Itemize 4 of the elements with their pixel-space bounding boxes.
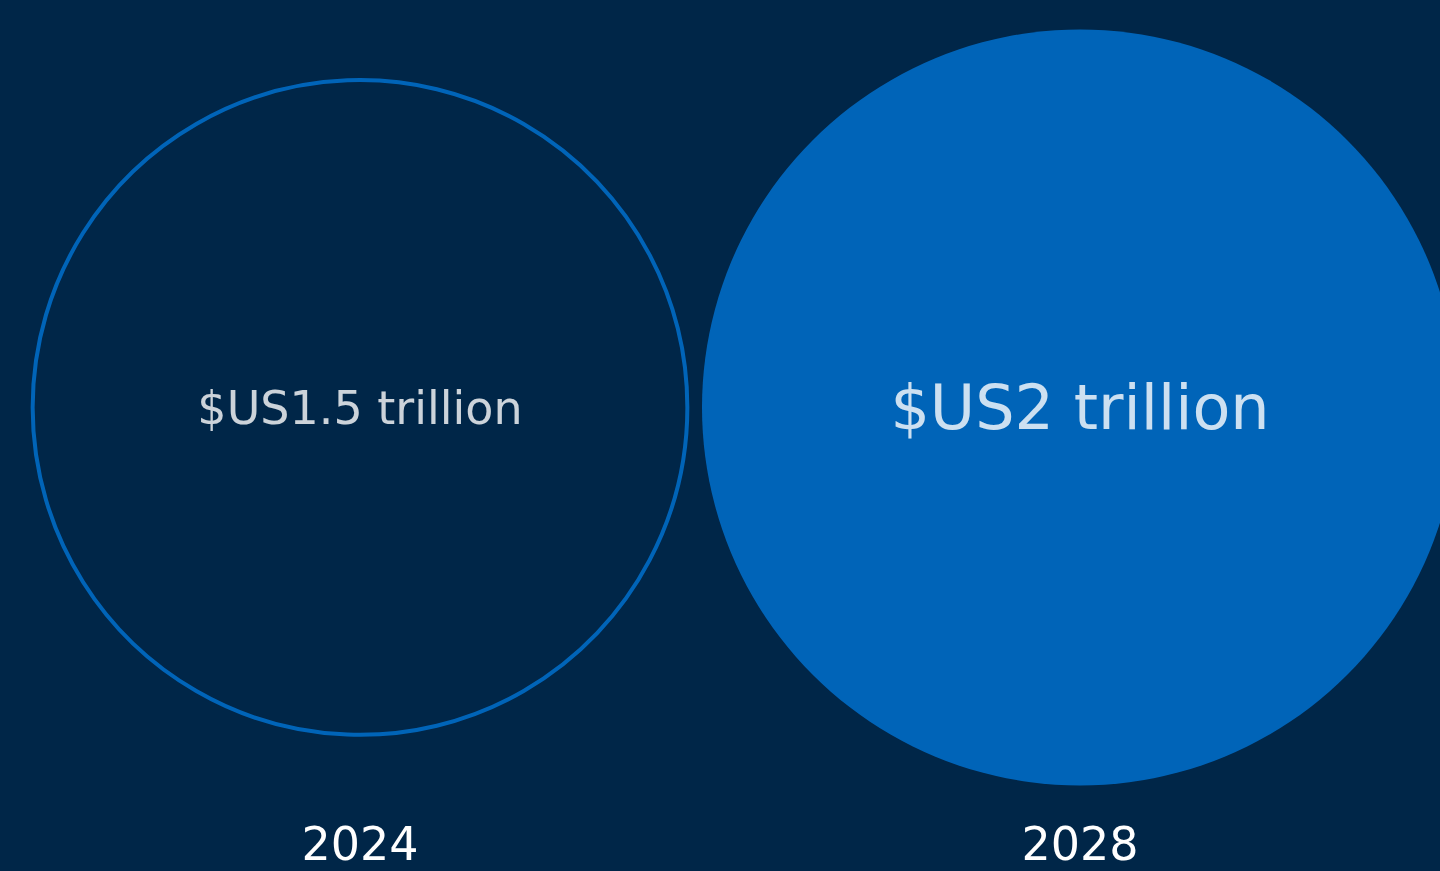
category-label: 2024 [301, 817, 419, 871]
category-label: 2028 [1021, 817, 1139, 871]
data-label: $US2 trillion [890, 371, 1270, 444]
data-label: $US1.5 trillion [197, 380, 523, 435]
